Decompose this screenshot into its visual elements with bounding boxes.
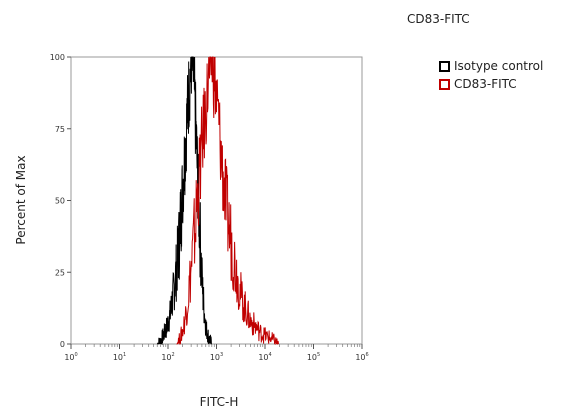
legend-item-cd83: CD83-FITC bbox=[439, 76, 543, 92]
x-tick-label: 100 bbox=[64, 352, 77, 362]
y-tick-label: 75 bbox=[55, 125, 65, 134]
legend-swatch-cd83 bbox=[439, 78, 450, 90]
legend-label-cd83: CD83-FITC bbox=[454, 77, 517, 91]
legend: Isotype control CD83-FITC bbox=[439, 58, 543, 94]
x-tick-label: 104 bbox=[258, 352, 271, 362]
y-tick-label: 100 bbox=[50, 53, 65, 62]
x-tick-label: 101 bbox=[113, 352, 126, 362]
series-isotype-line bbox=[157, 56, 212, 346]
x-tick-label: 103 bbox=[210, 352, 223, 362]
chart-title: CD83-FITC bbox=[407, 12, 470, 26]
series-cd83-line bbox=[176, 56, 279, 346]
y-tick-label: 0 bbox=[60, 340, 65, 349]
x-tick-label: 105 bbox=[307, 352, 320, 362]
y-tick-label: 50 bbox=[55, 197, 65, 206]
y-tick-label: 25 bbox=[55, 268, 65, 277]
legend-item-isotype: Isotype control bbox=[439, 58, 543, 74]
legend-swatch-isotype bbox=[439, 60, 450, 72]
x-tick-label: 106 bbox=[355, 352, 368, 362]
x-axis-label: FITC-H bbox=[199, 395, 239, 409]
legend-label-isotype: Isotype control bbox=[454, 59, 544, 73]
x-tick-label: 102 bbox=[161, 352, 174, 362]
